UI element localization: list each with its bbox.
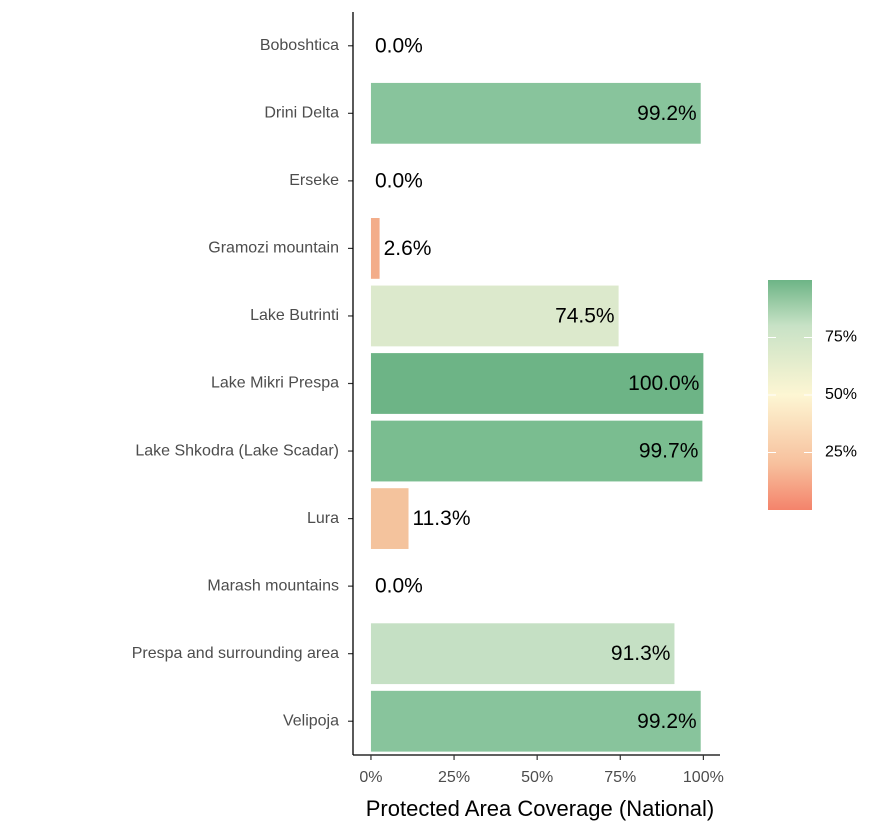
- bar: [370, 623, 675, 685]
- x-tick-label: 25%: [438, 769, 470, 786]
- bar: [370, 690, 701, 752]
- value-label: 99.7%: [639, 440, 699, 463]
- x-axis-title: Protected Area Coverage (National): [366, 796, 715, 821]
- x-tick-label: 100%: [683, 769, 724, 786]
- bar: [370, 285, 619, 347]
- y-tick-label: Lura: [307, 510, 339, 527]
- y-tick-label: Prespa and surrounding area: [132, 645, 339, 662]
- y-tick-label: Boboshtica: [260, 37, 339, 54]
- colorbar-label: 75%: [825, 329, 857, 346]
- value-label: 0.0%: [375, 575, 423, 598]
- value-label: 2.6%: [384, 237, 432, 260]
- y-tick-label: Gramozi mountain: [208, 240, 339, 257]
- bar: [370, 82, 701, 144]
- value-label: 11.3%: [413, 507, 471, 530]
- y-tick-label: Marash mountains: [207, 577, 339, 594]
- y-tick-label: Lake Butrinti: [250, 307, 339, 324]
- x-tick-label: 75%: [604, 769, 636, 786]
- bar: [370, 420, 703, 482]
- y-tick-label: Lake Mikri Prespa: [211, 375, 339, 392]
- x-tick-label: 0%: [359, 769, 382, 786]
- value-label: 74.5%: [555, 305, 615, 328]
- value-label: 99.2%: [637, 102, 697, 125]
- value-label: 99.2%: [637, 710, 697, 733]
- value-label: 91.3%: [611, 642, 671, 665]
- y-tick-label: Drini Delta: [264, 105, 339, 122]
- value-label: 0.0%: [375, 169, 423, 192]
- bar: [370, 353, 704, 414]
- colorbar-label: 25%: [825, 444, 857, 461]
- value-label: 100.0%: [628, 372, 699, 395]
- bar: [370, 488, 409, 549]
- colorbar-label: 50%: [825, 386, 857, 403]
- y-tick-label: Erseke: [289, 172, 339, 189]
- y-tick-label: Lake Shkodra (Lake Scadar): [135, 442, 339, 459]
- value-label: 0.0%: [375, 34, 423, 57]
- x-tick-label: 50%: [521, 769, 553, 786]
- bar: [370, 218, 380, 279]
- y-tick-label: Velipoja: [283, 712, 339, 729]
